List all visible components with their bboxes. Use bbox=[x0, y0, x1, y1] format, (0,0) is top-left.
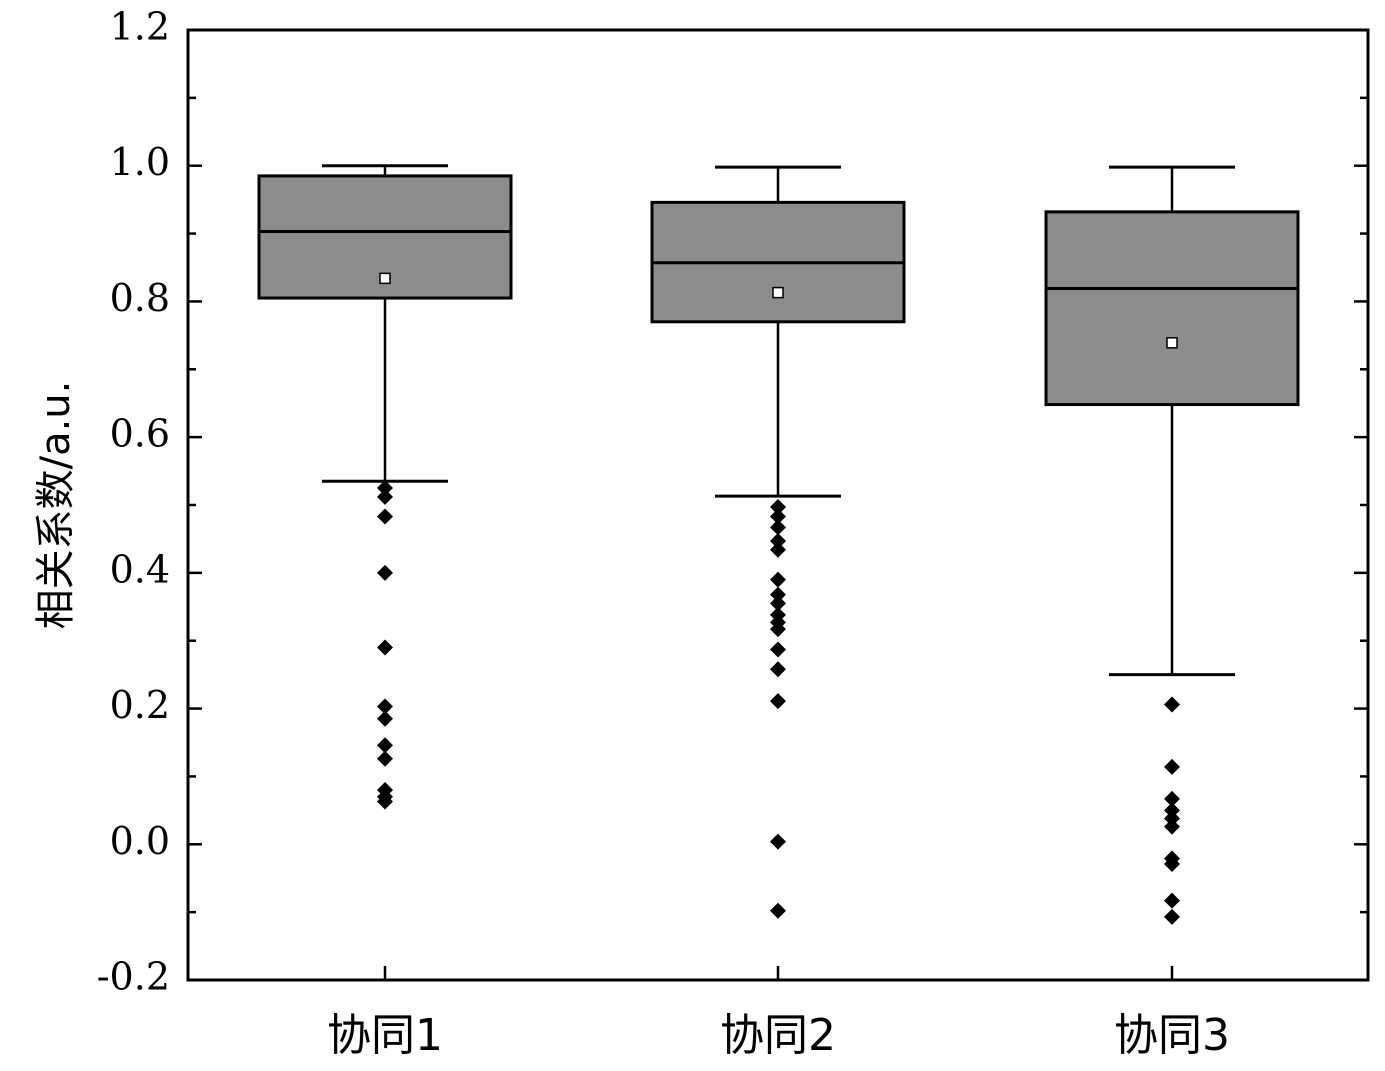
outlier-point bbox=[770, 641, 786, 658]
outlier-point bbox=[770, 541, 786, 558]
outlier-point bbox=[377, 564, 393, 581]
outlier-point bbox=[1164, 802, 1180, 819]
mean-marker bbox=[772, 286, 784, 299]
outlier-point bbox=[1164, 892, 1180, 909]
plot-frame bbox=[186, 28, 1370, 982]
outlier-point bbox=[377, 698, 393, 715]
x-axis-ticks bbox=[383, 966, 1174, 980]
box-3 bbox=[1044, 165, 1300, 925]
box-2 bbox=[650, 165, 906, 919]
outlier-point bbox=[770, 499, 786, 516]
outlier-point bbox=[377, 750, 393, 767]
y-tick-label: 0.0 bbox=[110, 819, 170, 863]
outlier-point bbox=[377, 710, 393, 727]
y-axis-tick-labels: -0.2 0.0 0.2 0.4 0.6 0.8 1.0 1.2 bbox=[97, 5, 170, 999]
outlier-point bbox=[770, 902, 786, 919]
x-axis-category-labels: 协同1 协同2 协同3 bbox=[327, 1010, 1230, 1061]
outlier-point bbox=[1164, 790, 1180, 807]
y-axis-title: 相关系数/a.u. bbox=[33, 381, 79, 630]
outlier-point bbox=[377, 793, 393, 810]
y-tick-label: 1.2 bbox=[110, 5, 170, 49]
y-tick-label: 0.8 bbox=[110, 276, 170, 320]
outlier-point bbox=[377, 508, 393, 525]
outlier-point bbox=[1164, 758, 1180, 775]
mean-marker bbox=[379, 272, 391, 285]
outlier-point bbox=[377, 737, 393, 754]
outlier-point bbox=[770, 532, 786, 549]
outlier-point bbox=[377, 480, 393, 497]
outlier-point bbox=[1164, 810, 1180, 827]
outlier-point bbox=[770, 661, 786, 678]
outlier-point bbox=[1164, 855, 1180, 872]
box-series bbox=[257, 164, 1300, 925]
category-label: 协同2 bbox=[720, 1010, 836, 1061]
outlier-point bbox=[1164, 696, 1180, 713]
iqr-box bbox=[1044, 210, 1300, 407]
box-1 bbox=[257, 164, 513, 810]
y-tick-label: 0.6 bbox=[110, 412, 170, 456]
outlier-point bbox=[1164, 908, 1180, 925]
category-label: 协同3 bbox=[1114, 1010, 1230, 1061]
y-tick-label: 0.4 bbox=[110, 547, 170, 591]
outlier-point bbox=[770, 693, 786, 710]
category-label: 协同1 bbox=[327, 1010, 443, 1061]
outlier-point bbox=[770, 833, 786, 850]
outlier-point bbox=[770, 519, 786, 536]
y-tick-label: -0.2 bbox=[97, 955, 170, 999]
outlier-point bbox=[770, 571, 786, 588]
outlier-point bbox=[1164, 818, 1180, 835]
y-tick-label: 1.0 bbox=[110, 140, 170, 184]
y-tick-label: 0.2 bbox=[110, 683, 170, 727]
outlier-point bbox=[377, 639, 393, 656]
outlier-point bbox=[770, 586, 786, 603]
outlier-point bbox=[770, 595, 786, 612]
outlier-point bbox=[377, 488, 393, 505]
mean-marker bbox=[1166, 337, 1178, 349]
outlier-point bbox=[770, 621, 786, 638]
outlier-point bbox=[770, 508, 786, 525]
